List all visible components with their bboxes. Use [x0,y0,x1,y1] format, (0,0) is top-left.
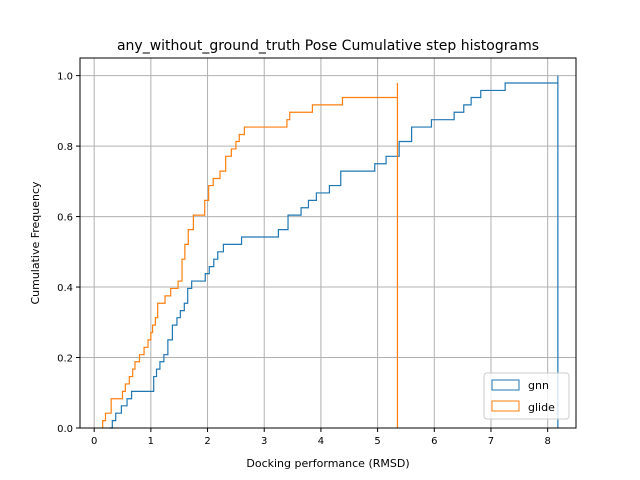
y-tick-label: 1.0 [57,72,73,83]
x-tick-label: 0 [91,436,97,447]
series-layer [102,75,559,429]
plot-area-frame [79,57,577,429]
x-axis-label: Docking performance (RMSD) [246,457,409,470]
x-tick-label: 7 [488,436,494,447]
series-line-glide [102,83,399,428]
x-tick-label: 1 [148,436,154,447]
legend-swatch-glide [491,400,520,412]
x-tick-label: 3 [261,436,267,447]
series-line-gnn [109,75,559,429]
legend-swatch-gnn [491,379,520,391]
chart-title: any_without_ground_truth Pose Cumulative… [117,38,539,54]
y-tick-label: 0.6 [57,213,73,224]
y-tick-label: 0.4 [57,283,73,294]
x-tick-label: 6 [431,436,437,447]
y-tick-label: 0.2 [57,354,73,365]
legend-label-glide: glide [528,401,555,414]
x-tick-label: 5 [374,436,380,447]
legend-box [483,372,570,420]
legend-label-gnn: gnn [528,379,549,392]
legend: gnn glide [483,372,570,420]
x-tick-label: 4 [318,436,324,447]
ticks: 0 1 2 3 4 5 6 7 8 0.0 0.2 0.4 0.6 0.8 1.0 [57,72,551,447]
y-axis-label: Cumulative Frequency [29,181,42,305]
x-tick-label: 2 [204,436,210,447]
y-tick-label: 0.0 [57,424,73,435]
y-tick-label: 0.8 [57,142,73,153]
x-tick-label: 8 [544,436,550,447]
